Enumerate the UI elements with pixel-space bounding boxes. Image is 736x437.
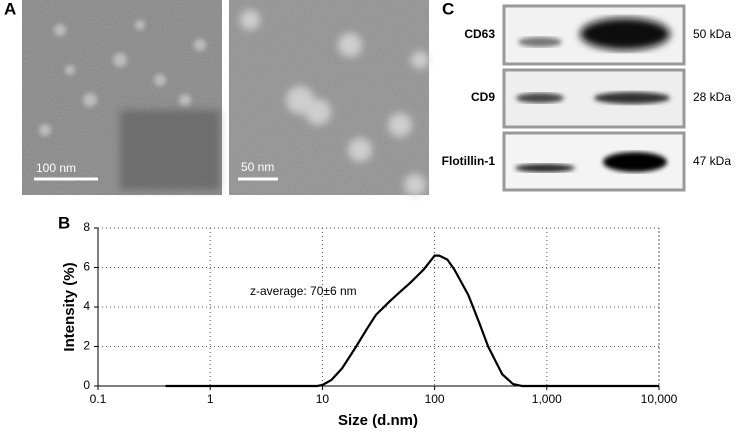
protein-label: CD9: [471, 90, 495, 104]
size-label: 47 kDa: [693, 154, 731, 168]
x-tick-label: 1,000: [532, 392, 562, 406]
scale-bar-label: 100 nm: [36, 161, 76, 175]
x-axis-title: Size (d.nm): [338, 412, 418, 429]
size-label: 50 kDa: [693, 27, 731, 41]
y-tick-label: 2: [83, 339, 90, 353]
y-tick-label: 8: [83, 220, 90, 234]
x-tick-label: 1: [207, 392, 214, 406]
protein-label: CD63: [464, 27, 495, 41]
tem-image: 100 nm: [22, 0, 222, 195]
x-tick-label: 10: [316, 392, 330, 406]
tem-image: 50 nm: [229, 0, 429, 196]
annotation: z-average: 70±6 nm: [250, 284, 357, 298]
data-line: [165, 254, 659, 388]
panel-label: B: [58, 213, 70, 232]
panel-label: C: [442, 0, 454, 18]
x-tick-label: 0.1: [90, 392, 107, 406]
y-axis-title: Intensity (%): [61, 262, 78, 351]
blot: [502, 68, 686, 129]
size-label: 28 kDa: [693, 90, 731, 104]
scale-bar-label: 50 nm: [241, 160, 274, 174]
panel-label: A: [4, 0, 16, 18]
x-tick-label: 10,000: [641, 392, 678, 406]
blot: [502, 4, 686, 66]
y-tick-label: 4: [83, 299, 90, 313]
blot: [502, 131, 686, 192]
x-tick-label: 100: [425, 392, 445, 406]
y-tick-label: 6: [83, 260, 90, 274]
y-tick-label: 0: [83, 378, 90, 392]
protein-label: Flotillin-1: [442, 154, 496, 168]
